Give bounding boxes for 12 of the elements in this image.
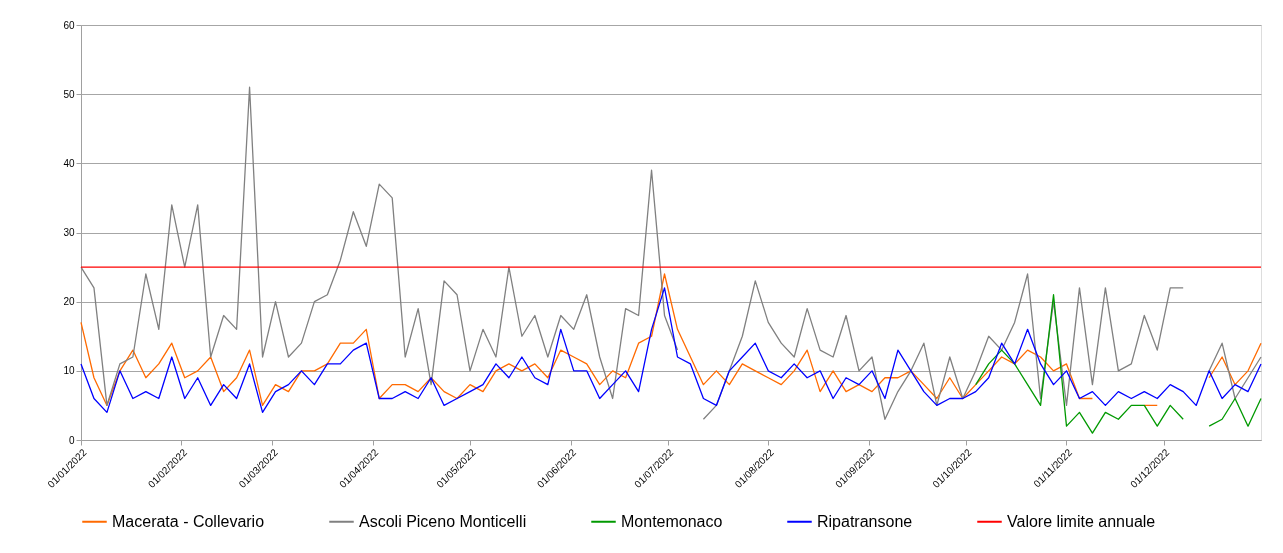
y-tick-label: 20 (63, 296, 75, 308)
y-tick-label: 50 (63, 88, 75, 100)
y-tick-label: 0 (68, 434, 75, 446)
legend-label: Ascoli Piceno Monticelli (359, 512, 527, 530)
y-tick-label: 40 (63, 157, 75, 169)
legend-label: Valore limite annuale (1007, 512, 1156, 530)
y-tick-label: 30 (63, 227, 75, 238)
legend-label: Montemonaco (621, 512, 723, 530)
y-tick-label: 60 (63, 19, 75, 31)
legend-label: Macerata - Collevario (112, 512, 265, 530)
y-tick-label: 10 (63, 365, 75, 377)
legend-label: Ripatransone (817, 512, 913, 530)
